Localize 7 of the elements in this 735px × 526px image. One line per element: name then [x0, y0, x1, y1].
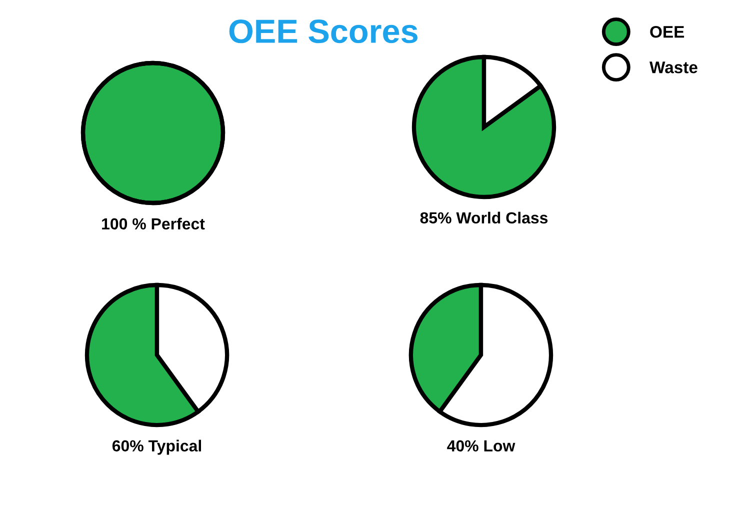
text: 60% Typical: [112, 440, 202, 455]
text: 40% Low: [447, 440, 516, 452]
legend-label: Waste: [650, 62, 698, 74]
text: 100 % Perfect: [102, 218, 205, 230]
text: 85% World Class: [420, 212, 548, 224]
legend-label: OEE: [650, 26, 684, 38]
text: OEE Scores: [229, 20, 418, 44]
